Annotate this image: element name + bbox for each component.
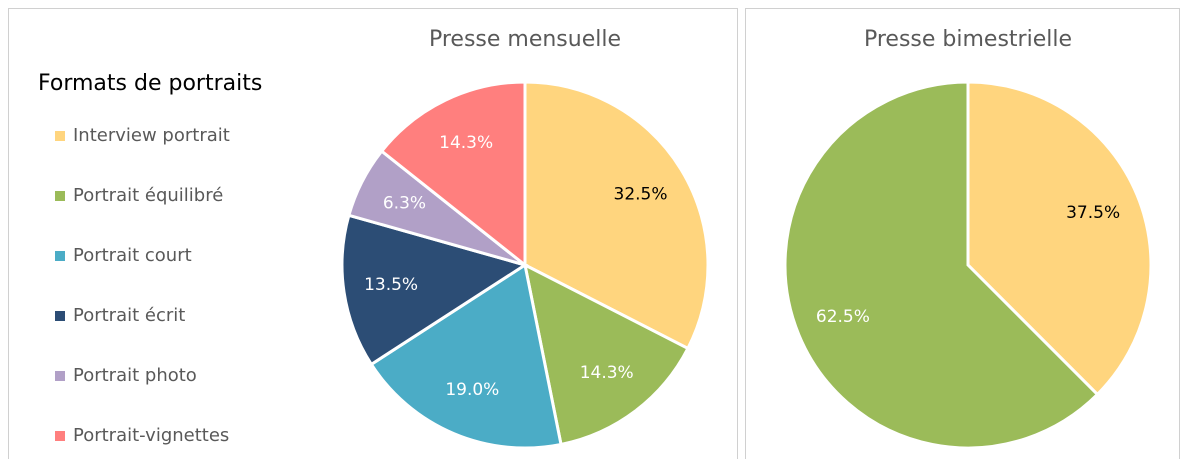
panel-frame [745,8,1180,459]
legend-label: Portrait écrit [73,305,185,326]
legend-swatch [55,251,65,261]
pie-slice [966,80,1153,397]
legend-swatch [55,431,65,441]
data-label: 19.0% [445,380,499,400]
data-label: 6.3% [383,193,426,213]
data-label: 32.5% [614,184,668,204]
data-label: 62.5% [816,307,870,327]
pie-slice [369,262,563,450]
data-label: 14.3% [439,133,493,153]
panel-frame [8,8,738,459]
legend-label: Portrait court [73,245,192,266]
pie-slice [523,80,710,351]
chart-title: Presse bimestrielle [864,27,1072,52]
pie-slice [783,80,1100,450]
legend-swatch [55,311,65,321]
legend-label: Portrait-vignettes [73,425,229,446]
data-label: 37.5% [1066,203,1120,223]
legend-swatch [55,371,65,381]
pie-slice [379,80,527,269]
data-label: 14.3% [580,363,634,383]
legend-swatch [55,191,65,201]
data-label: 13.5% [364,275,418,295]
pie-slice [522,262,690,447]
legend-label: Portrait équilibré [73,185,223,206]
legend-title: Formats de portraits [38,71,262,96]
legend-swatch [55,131,65,141]
legend-label: Portrait photo [73,365,197,386]
chart-title: Presse mensuelle [429,27,621,52]
legend-label: Interview portrait [73,125,230,146]
